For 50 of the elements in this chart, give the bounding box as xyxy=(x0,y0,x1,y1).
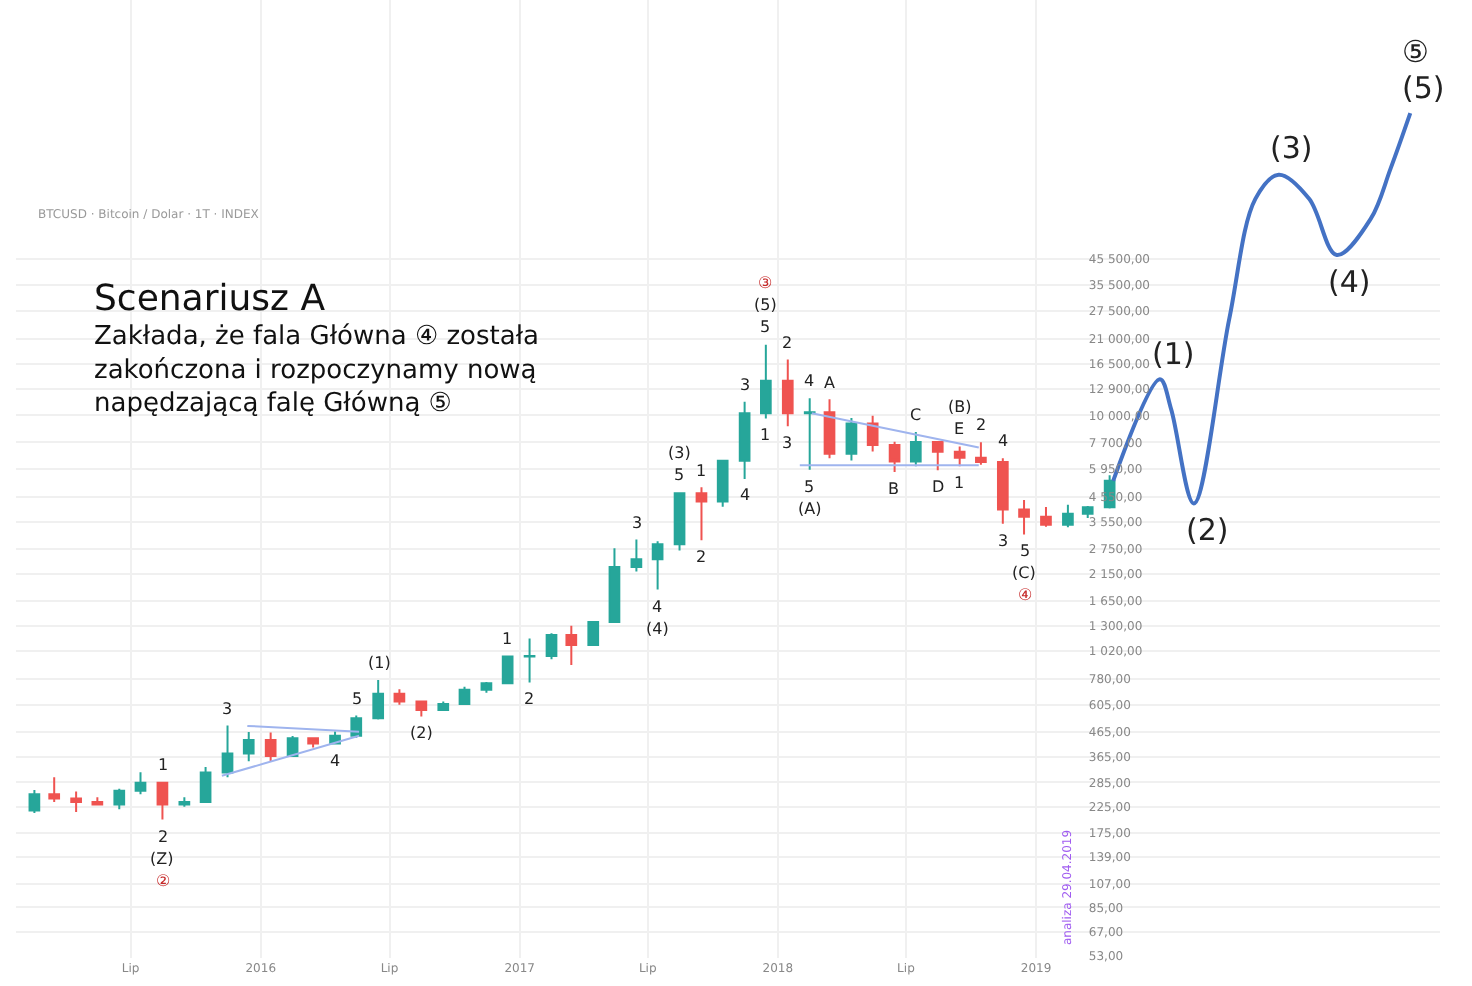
annotation: (B) xyxy=(948,398,972,416)
annotation: 3 xyxy=(782,434,793,452)
annotation: (4) xyxy=(646,620,669,638)
annotation: 3 xyxy=(998,532,1009,550)
annotation: 2 xyxy=(696,548,707,566)
annotation: (Z) xyxy=(150,850,174,868)
annotation: (5) xyxy=(1402,70,1445,106)
annotation: ② xyxy=(156,872,171,890)
text: Scenariusz A xyxy=(94,278,327,320)
annotation: C xyxy=(910,406,922,424)
annotation: B xyxy=(888,480,899,498)
annotation: (1) xyxy=(368,654,391,672)
annotation: (5) xyxy=(754,296,777,314)
annotation: ③ xyxy=(758,274,773,292)
annotation: (C) xyxy=(1012,564,1036,582)
annotation: 1 xyxy=(696,462,707,480)
annotation: (A) xyxy=(798,500,822,518)
annotation: 3 xyxy=(222,700,233,718)
annotation: 3 xyxy=(740,376,751,394)
annotation: 2 xyxy=(158,828,169,846)
annotation: (3) xyxy=(668,444,691,462)
annotation: 5 xyxy=(1020,542,1031,560)
annotation: 5 xyxy=(804,478,815,496)
annotation: 1 xyxy=(954,474,965,492)
annotation: 4 xyxy=(998,432,1009,450)
annotation: (1) xyxy=(1152,336,1195,372)
annotation: 3 xyxy=(632,514,643,532)
annotation: D xyxy=(932,478,945,496)
annotation: 4 xyxy=(330,752,341,770)
annotation: ⑤ xyxy=(1402,34,1429,70)
annotation: 2 xyxy=(524,690,535,708)
annotation: 4 xyxy=(804,372,815,390)
text: Zakłada, że fala Główna ④ została zakończona i rozpoczynamy nową napędzającą falę Główną ⑤ xyxy=(94,321,540,420)
annotation: 5 xyxy=(352,690,363,708)
annotation: 2 xyxy=(782,334,793,352)
annotation: 1 xyxy=(502,630,513,648)
annotation: (3) xyxy=(1270,130,1313,166)
annotation: 1 xyxy=(760,426,771,444)
annotation: 1 xyxy=(158,756,169,774)
annotation: 4 xyxy=(652,598,663,616)
annotation: (2) xyxy=(410,724,433,742)
annotation: A xyxy=(824,374,836,392)
annotation: E xyxy=(954,420,965,438)
annotation: 5 xyxy=(674,466,685,484)
annotation: ④ xyxy=(1018,586,1033,604)
annotation: (4) xyxy=(1328,264,1371,300)
annotation: 4 xyxy=(740,486,751,504)
annotation: (2) xyxy=(1186,512,1229,548)
annotation: 2 xyxy=(976,416,987,434)
annotation: 5 xyxy=(760,318,771,336)
